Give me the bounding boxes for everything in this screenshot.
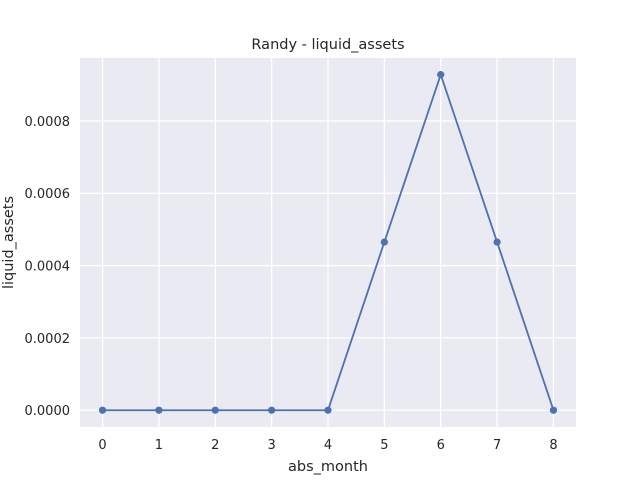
data-point [493, 238, 501, 246]
x-tick-labels: 0 1 2 3 4 5 6 7 8 [98, 438, 557, 453]
x-tick-label: 0 [98, 438, 106, 453]
y-tick-label: 0.0002 [25, 332, 71, 347]
x-tick-label: 7 [493, 438, 501, 453]
x-tick-label: 3 [267, 438, 275, 453]
data-point [98, 406, 107, 414]
data-point [268, 406, 276, 414]
data-point [549, 406, 558, 414]
x-tick-label: 4 [324, 438, 332, 453]
x-tick-label: 5 [380, 438, 388, 453]
y-tick-label: 0.0004 [25, 260, 71, 275]
y-tick-label: 0.0000 [25, 404, 71, 419]
y-tick-label: 0.0006 [25, 187, 71, 202]
y-tick-label: 0.0008 [25, 115, 71, 130]
data-point [155, 406, 163, 414]
x-tick-label: 8 [549, 438, 557, 453]
data-point [211, 406, 219, 414]
y-tick-labels: 0.0000 0.0002 0.0004 0.0006 0.0008 [25, 115, 71, 419]
x-axis-label: abs_month [288, 459, 368, 475]
y-axis-label: liquid_assets [1, 196, 17, 289]
chart-title: Randy - liquid_assets [251, 37, 404, 53]
x-tick-label: 1 [155, 438, 163, 453]
data-point [324, 406, 332, 414]
x-tick-label: 6 [437, 438, 445, 453]
data-point [437, 71, 445, 79]
data-point [380, 238, 388, 246]
x-tick-label: 2 [211, 438, 219, 453]
series-group [98, 71, 558, 414]
